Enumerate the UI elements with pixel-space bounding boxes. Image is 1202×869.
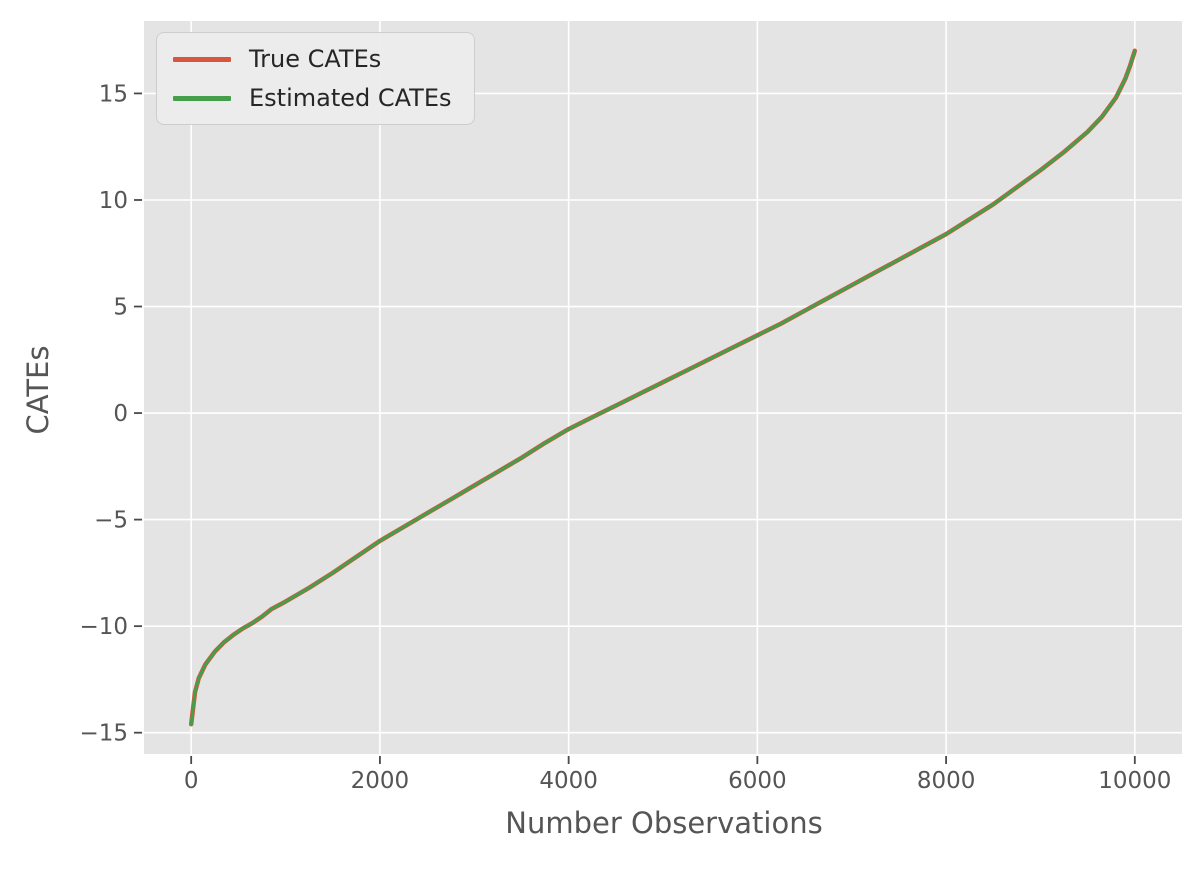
y-tick-label: −10 — [79, 614, 128, 640]
x-axis-label: Number Observations — [505, 806, 823, 840]
legend-swatch-true-cates — [173, 56, 231, 62]
y-tick-label: 15 — [99, 81, 128, 107]
y-tick-label: 5 — [113, 294, 128, 320]
y-tick-label: 0 — [113, 401, 128, 427]
x-tick-label: 4000 — [539, 768, 598, 794]
x-tick-label: 8000 — [917, 768, 976, 794]
legend: True CATEs Estimated CATEs — [156, 32, 475, 125]
series-line-estimated-cates — [189, 49, 1137, 726]
y-axis-label: CATEs — [21, 345, 55, 435]
y-tick-label: −15 — [79, 721, 128, 747]
legend-entry-true-cates: True CATEs — [173, 44, 452, 74]
legend-entry-estimated-cates: Estimated CATEs — [173, 83, 452, 113]
legend-label-true-cates: True CATEs — [249, 45, 382, 73]
plot-background — [144, 21, 1182, 754]
y-tick-label: 10 — [99, 188, 128, 214]
x-tick-label: 10000 — [1098, 768, 1171, 794]
x-tick-label: 6000 — [728, 768, 787, 794]
legend-label-estimated-cates: Estimated CATEs — [249, 84, 452, 112]
legend-swatch-estimated-cates — [173, 95, 231, 101]
x-tick-label: 0 — [184, 768, 199, 794]
x-tick-label: 2000 — [351, 768, 410, 794]
y-tick-label: −5 — [94, 507, 128, 533]
